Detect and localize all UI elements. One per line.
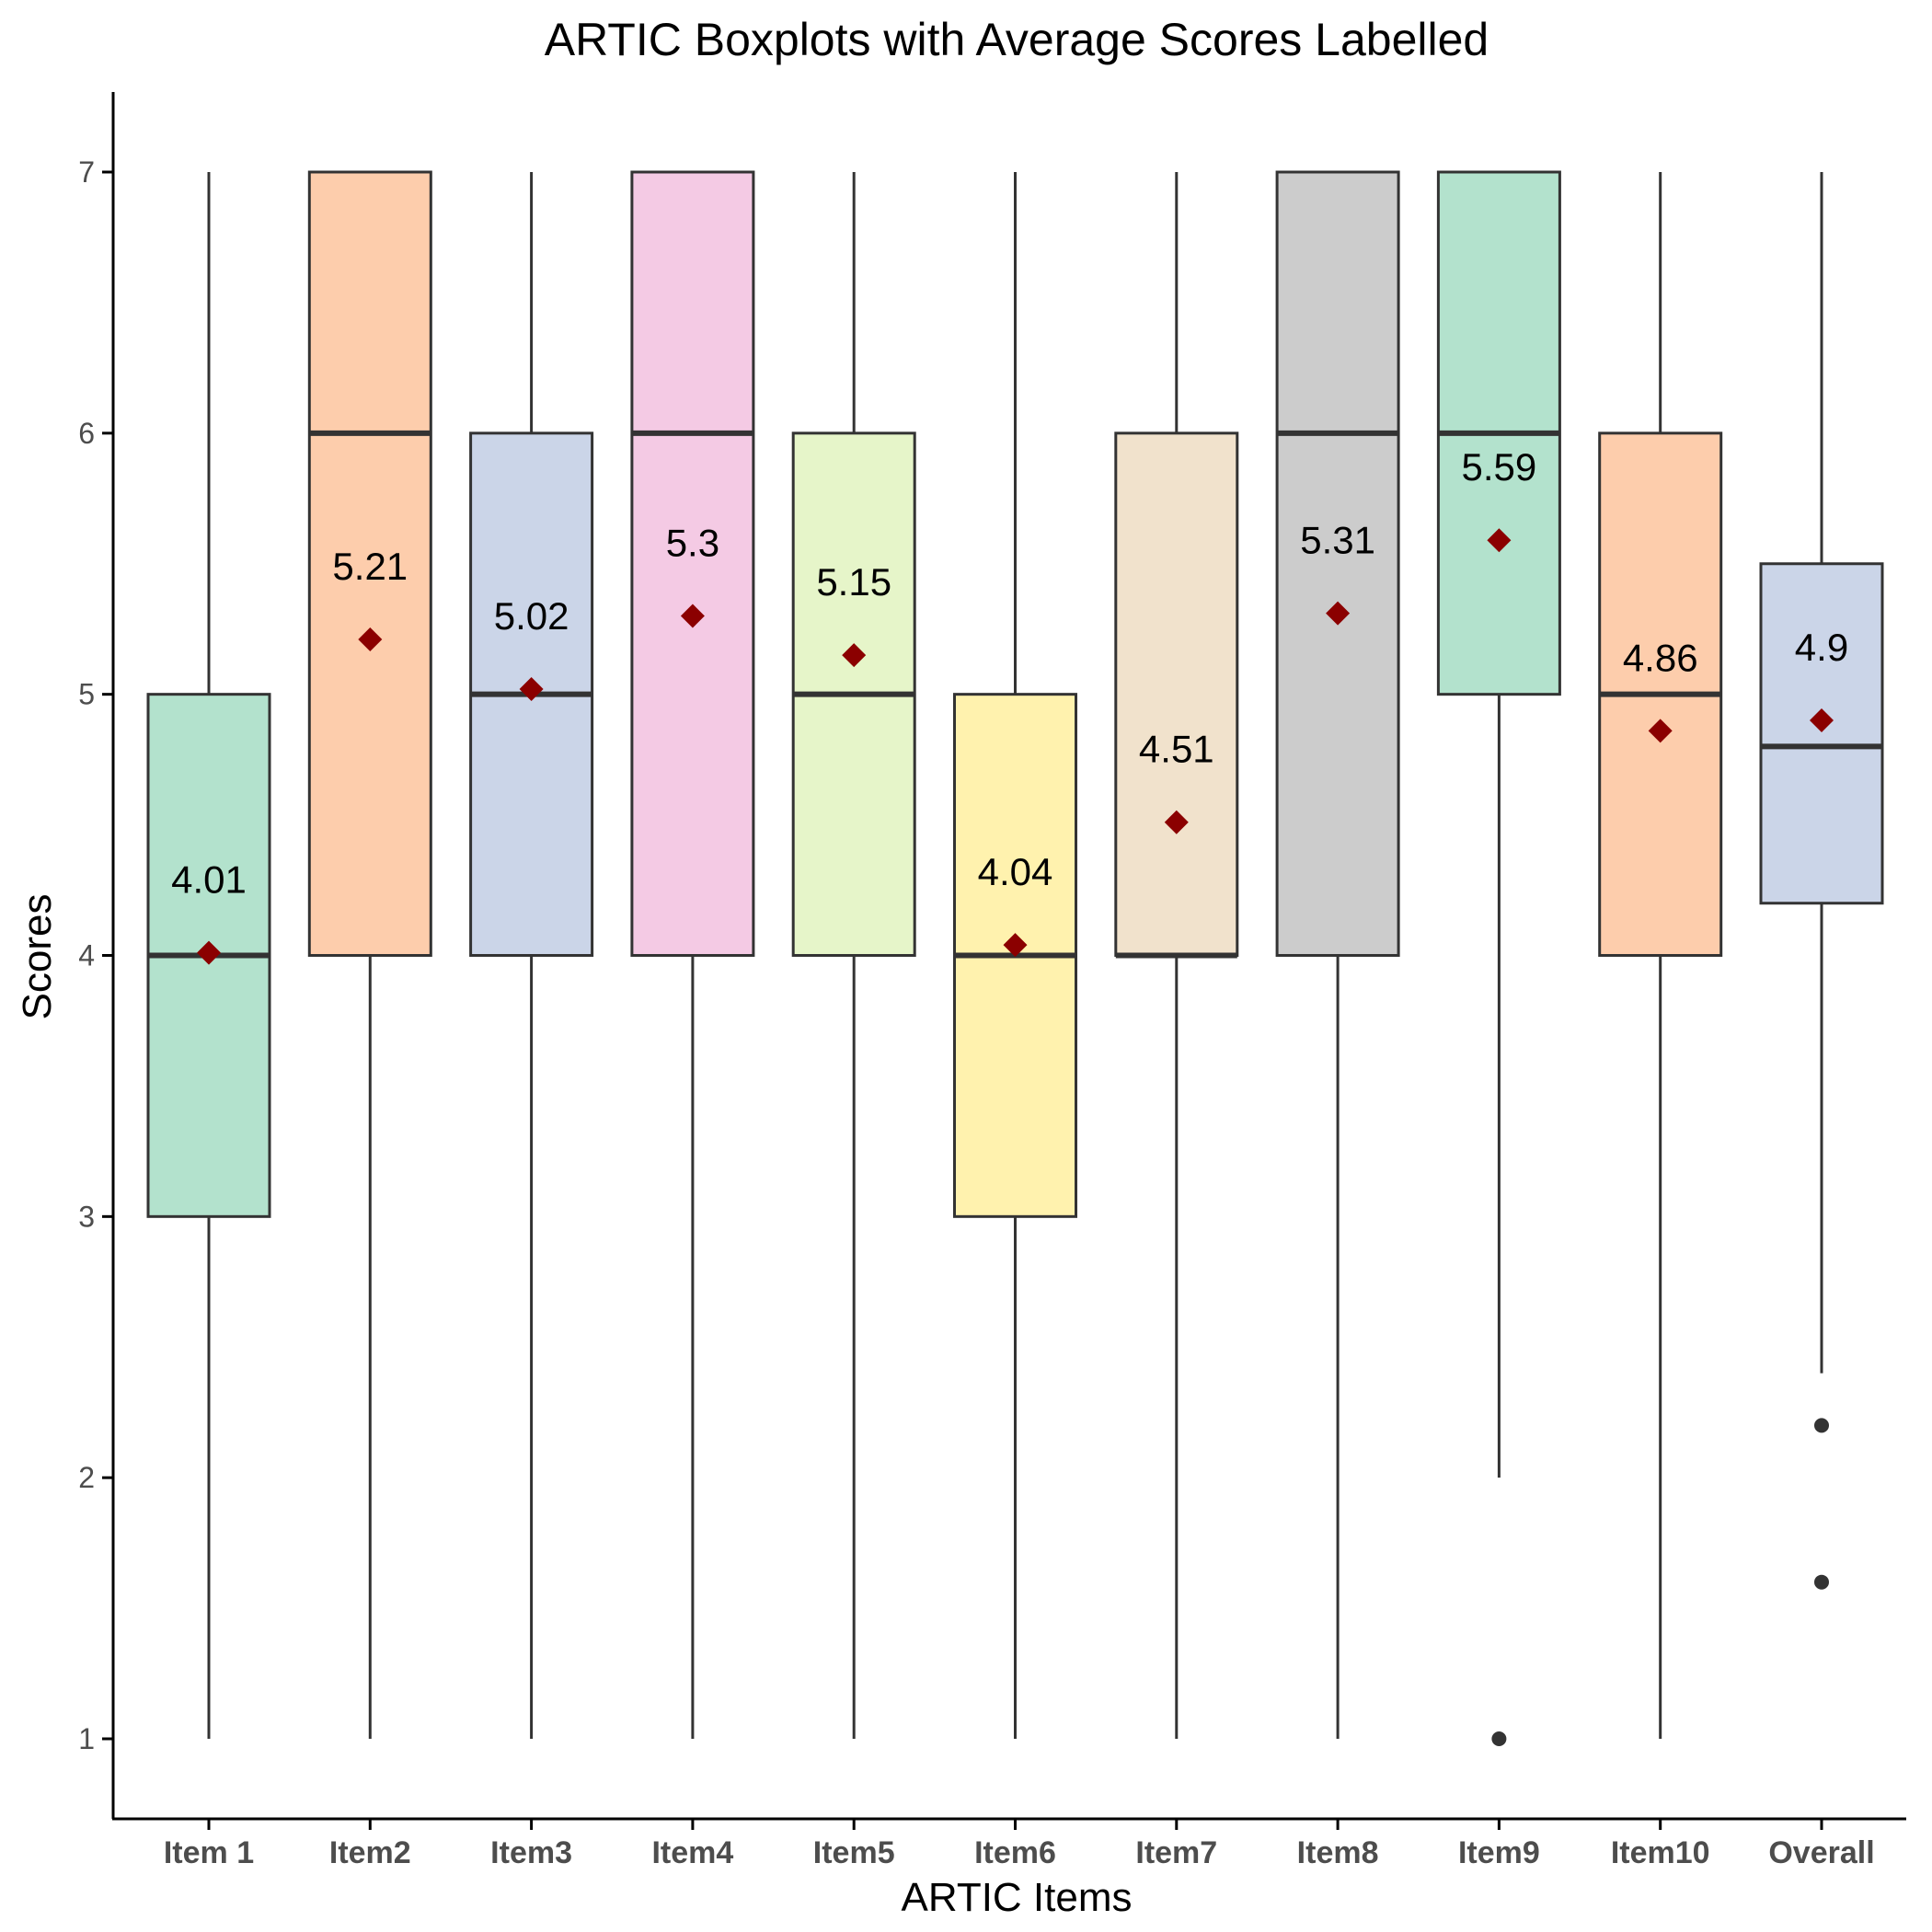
x-tick-label: Item4 [651,1835,733,1870]
box-body [307,170,432,957]
mean-marker [1487,528,1512,553]
box-body [1275,170,1400,957]
y-tick-label: 6 [78,417,95,450]
x-tick-label: Item8 [1297,1835,1379,1870]
x-tick-label: Item9 [1458,1835,1540,1870]
mean-label: 4.51 [1139,728,1214,771]
x-tick-label: Item2 [329,1835,411,1870]
y-tick-label: 4 [78,939,95,972]
x-tick-label: Item5 [813,1835,895,1870]
mean-label: 5.15 [816,560,891,604]
box-item-1: 4.01 [146,172,271,1739]
x-tick-label: Item3 [490,1835,572,1870]
box-item7: 4.51 [1114,172,1239,1739]
mean-label: 5.3 [666,522,719,565]
box-item6: 4.04 [953,172,1077,1739]
outlier-point [1491,1731,1507,1746]
mean-marker [1648,719,1673,743]
x-tick-label: Item6 [974,1835,1056,1870]
boxes-layer: 4.01 5.21 5.02 5.3 5.15 4.04 4.51 5.31 5.59 4.86 4… [146,170,1884,1746]
outlier-point [1814,1574,1829,1590]
box-body [1114,431,1239,958]
mean-label: 4.01 [171,858,247,902]
mean-marker [842,643,867,668]
outlier-point [1814,1418,1829,1433]
y-axis-title: Scores [15,894,60,1020]
mean-marker [1326,601,1351,626]
mean-marker [1164,810,1189,834]
x-tick-label: Item10 [1611,1835,1710,1870]
box-overall: 4.9 [1759,172,1884,1590]
box-body [630,170,755,957]
mean-label: 4.9 [1795,626,1848,669]
y-tick-label: 5 [78,678,95,711]
mean-label: 4.86 [1623,636,1698,679]
mean-marker [1003,933,1028,958]
x-ticks: Item 1 Item2 Item3 Item4 Item5 Item6 Item7 Item… [164,1819,1875,1870]
box-item3: 5.02 [469,172,594,1739]
y-tick-label: 3 [78,1200,95,1233]
box-item5: 5.15 [791,172,916,1739]
y-tick-label: 1 [78,1722,95,1755]
y-ticks: 1 2 3 4 5 6 7 [78,155,113,1755]
mean-marker [358,627,383,652]
mean-label: 4.04 [978,850,1053,893]
mean-label: 5.31 [1300,519,1375,562]
mean-label: 5.59 [1462,445,1537,489]
chart-title: ARTIC Boxplots with Average Scores Label… [545,14,1489,65]
mean-marker [680,604,705,628]
x-tick-label: Item7 [1135,1835,1217,1870]
y-tick-label: 2 [78,1461,95,1494]
x-tick-label: Item 1 [164,1835,254,1870]
box-item2: 5.21 [307,170,432,1739]
mean-marker [1810,708,1834,733]
mean-marker [519,676,544,701]
y-tick-label: 7 [78,155,95,189]
box-item9: 5.59 [1436,170,1561,1746]
box-item10: 4.86 [1598,172,1723,1739]
x-tick-label: Overall [1768,1835,1874,1870]
mean-label: 5.21 [332,545,408,588]
mean-marker [197,940,221,965]
x-axis-title: ARTIC Items [901,1875,1132,1920]
box-item4: 5.3 [630,170,755,1739]
mean-label: 5.02 [494,594,569,638]
box-item8: 5.31 [1275,170,1400,1739]
box-body [1759,562,1884,905]
